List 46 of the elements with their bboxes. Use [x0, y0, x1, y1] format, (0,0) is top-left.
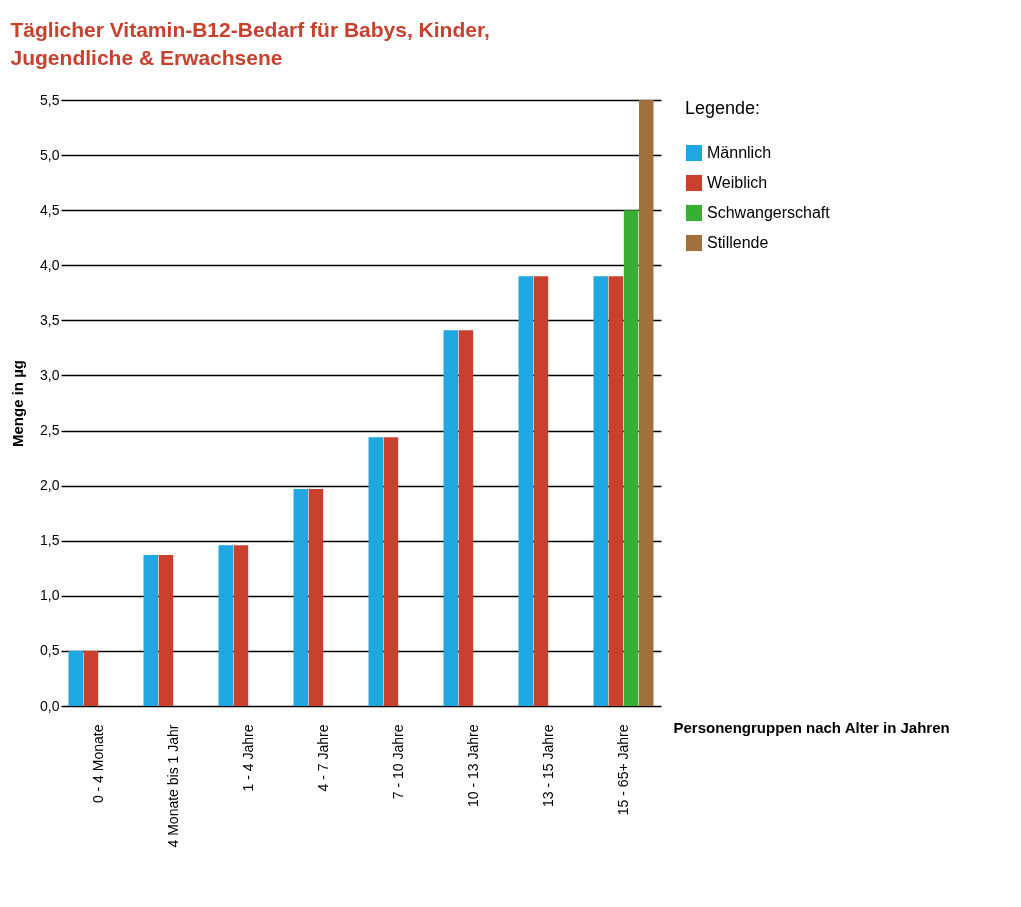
x-tick-label: 4 - 7 Jahre	[314, 724, 331, 792]
y-axis-title: Menge in µg	[9, 360, 27, 447]
bar	[68, 650, 84, 706]
bar	[218, 545, 234, 706]
bar	[443, 330, 459, 706]
bar	[458, 330, 474, 706]
bar	[158, 555, 174, 706]
bar	[518, 276, 534, 706]
y-tick-label: 0,5	[40, 642, 60, 659]
bar	[293, 488, 309, 706]
bar	[608, 276, 624, 706]
legend-label: Schwangerschaft	[707, 204, 831, 221]
y-tick-label: 1,5	[40, 532, 60, 549]
y-tick-label: 3,0	[40, 366, 60, 383]
bar	[83, 650, 99, 706]
y-tick-label: 4,5	[40, 201, 60, 218]
legend-title: Legende:	[685, 98, 761, 118]
bar	[308, 488, 324, 706]
bar	[143, 555, 159, 706]
y-tick-label: 1,0	[40, 587, 60, 604]
x-tick-label: 13 - 15 Jahre	[539, 724, 556, 807]
y-tick-label: 5,5	[40, 91, 60, 108]
bar	[383, 437, 399, 706]
x-tick-label: 4 Monate bis 1 Jahr	[164, 724, 181, 848]
bar	[593, 276, 609, 706]
y-tick-label: 2,0	[40, 477, 60, 494]
x-axis-title: Personengruppen nach Alter in Jahren	[673, 718, 950, 736]
legend-label: Stillende	[707, 234, 769, 251]
y-tick-label: 5,0	[40, 146, 60, 163]
legend-label: Männlich	[707, 144, 772, 161]
chart-title: Täglicher Vitamin-B12-Bedarf für Babys, Kinder, Jugendliche & Erwachsene	[10, 18, 490, 69]
bar	[368, 437, 384, 706]
bar	[623, 210, 639, 706]
x-tick-label: 1 - 4 Jahre	[239, 724, 256, 792]
x-tick-label: 10 - 13 Jahre	[464, 724, 481, 807]
y-tick-label: 0,0	[40, 697, 60, 714]
bar	[533, 276, 549, 706]
y-tick-label: 2,5	[40, 422, 60, 439]
bar	[638, 100, 654, 706]
y-tick-label: 3,5	[40, 311, 60, 328]
y-tick-label: 4,0	[40, 256, 60, 273]
bar	[233, 545, 249, 706]
x-tick-label: 7 - 10 Jahre	[389, 724, 406, 800]
x-tick-label: 0 - 4 Monate	[89, 724, 106, 804]
x-tick-label: 15 - 65+ Jahre	[614, 724, 631, 816]
legend-label: Weiblich	[707, 174, 768, 191]
